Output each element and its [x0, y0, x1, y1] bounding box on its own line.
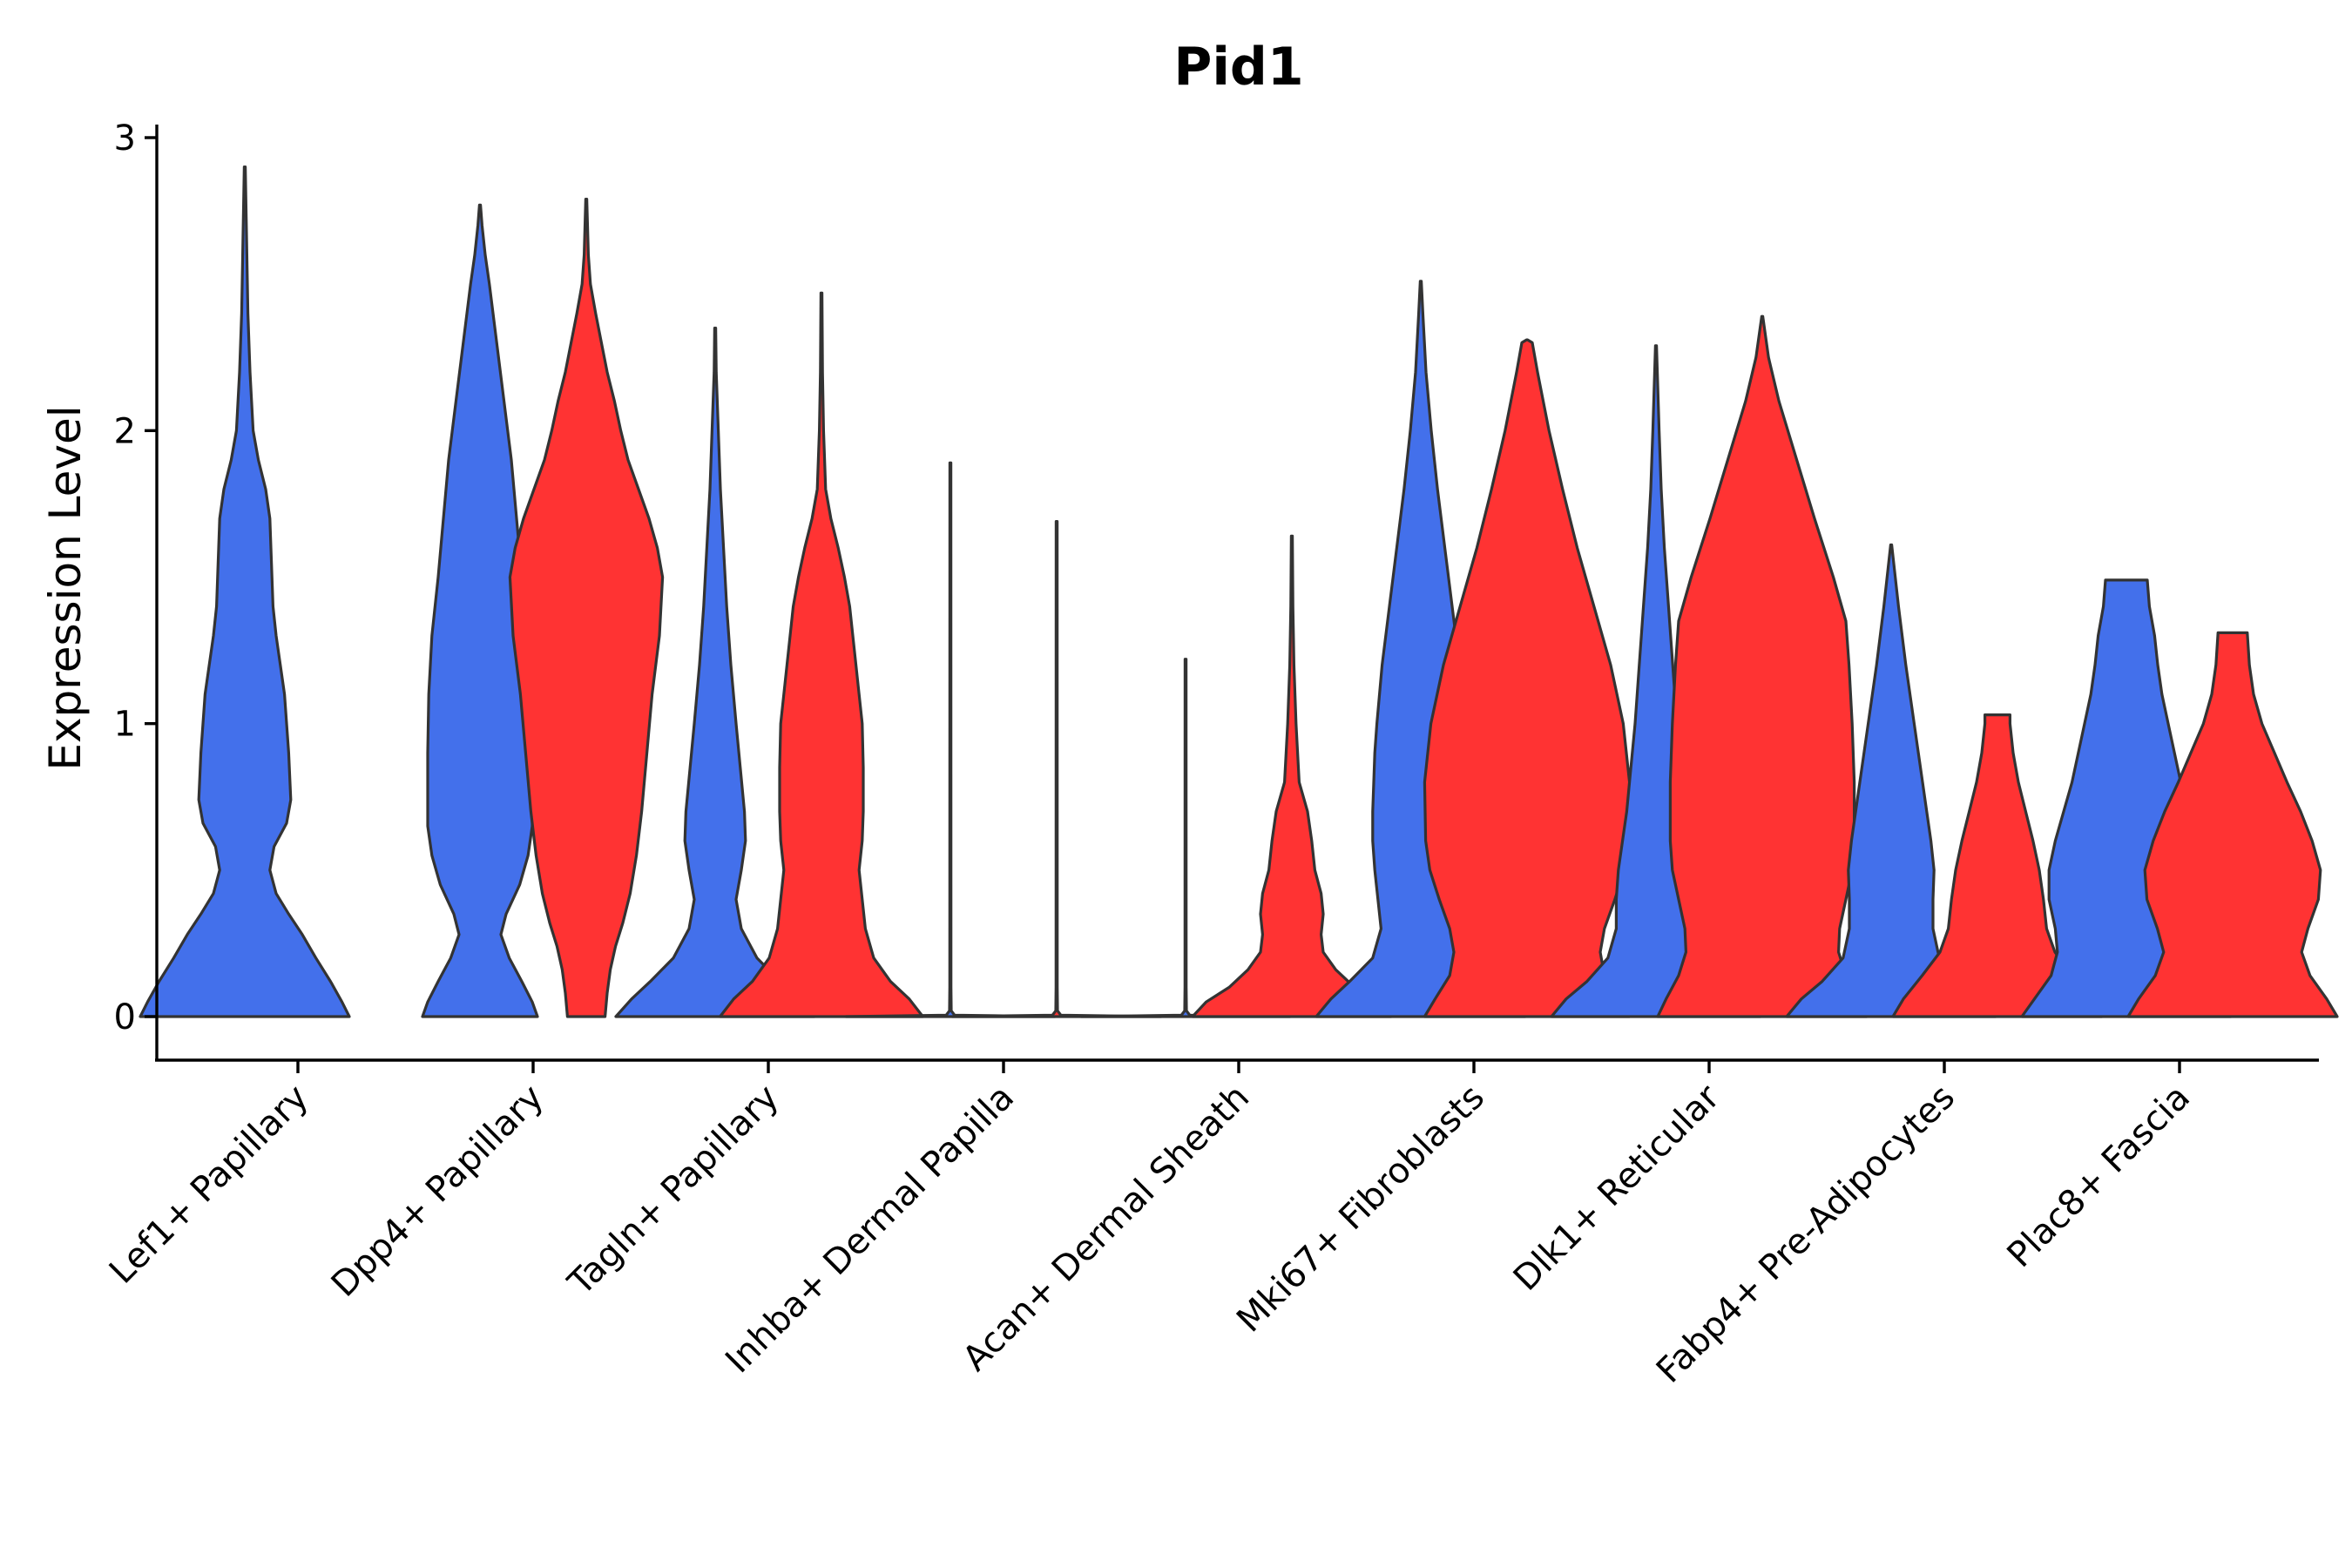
violin-group2-plac8-fascia	[2126, 631, 2339, 1018]
y-axis-ticks: 0 1 2 3	[114, 118, 157, 1037]
chart-title: Pid1	[1173, 37, 1303, 98]
y-tick-label: 1	[114, 705, 136, 745]
x-tick-label: Lef1+ Papillary	[102, 1078, 316, 1292]
violin-group1-inhba-dermal-papilla	[844, 461, 1057, 1018]
y-axis-title: Expression Level	[40, 405, 91, 770]
x-tick-label: Dpp4+ Papillary	[324, 1078, 551, 1305]
violin-group1-dpp4-papillary	[421, 203, 539, 1018]
violin-group2-inhba-dermal-papilla	[950, 520, 1163, 1018]
violin-group2-tagln-papillary	[719, 291, 924, 1018]
violin-group2-dlk1-reticular	[1656, 314, 1869, 1018]
violin-group2-mki67-fibroblasts	[1423, 338, 1632, 1018]
x-tick-label: Tagln+ Papillary	[560, 1078, 787, 1304]
violin-group1-acan-dermal-sheath	[1079, 658, 1292, 1018]
x-tick-label: Dlk1+ Reticular	[1506, 1077, 1728, 1299]
violin-group	[139, 166, 2339, 1018]
violin-group1-lef1-papillary	[139, 166, 351, 1018]
y-tick-label: 3	[114, 118, 136, 159]
x-tick-label: Mki67+ Fibroblasts	[1229, 1078, 1492, 1341]
x-tick-label: Plac8+ Fascia	[2000, 1078, 2199, 1276]
violin-group2-dpp4-papillary	[508, 198, 665, 1018]
violin-group1-tagln-papillary	[614, 327, 816, 1018]
y-tick-label: 2	[114, 411, 136, 451]
y-tick-label: 0	[114, 997, 136, 1037]
violin-group2-fabp4-pre-adipocytes	[1891, 713, 2104, 1018]
violin-group2-acan-dermal-sheath	[1191, 534, 1393, 1018]
violin-group1-fabp4-pre-adipocytes	[1785, 543, 1997, 1018]
x-axis-ticks: Lef1+ Papillary Dpp4+ Papillary Tagln+ Pap…	[102, 1060, 2198, 1391]
